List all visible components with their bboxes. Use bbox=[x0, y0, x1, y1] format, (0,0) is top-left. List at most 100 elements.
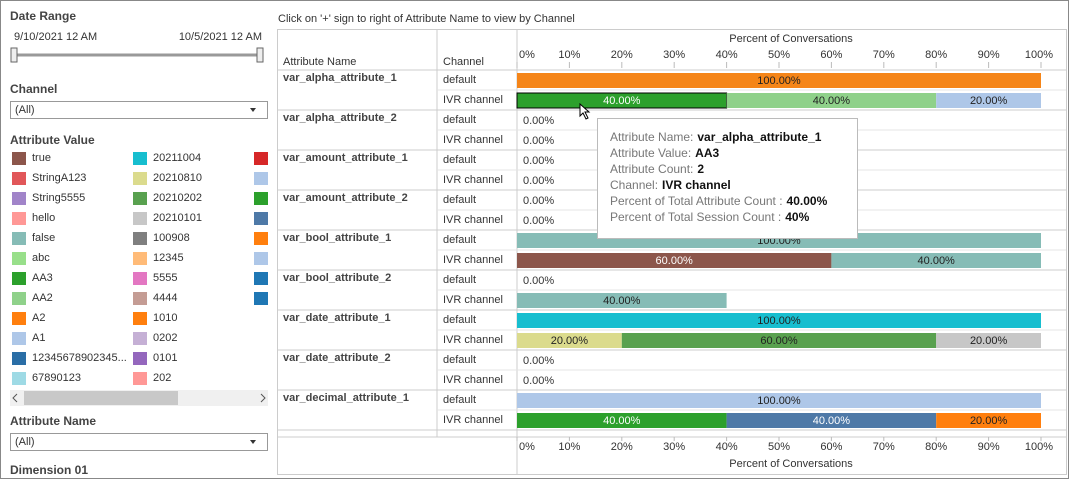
dropdown-arrow bbox=[250, 440, 256, 444]
x-tick-label: 10% bbox=[558, 441, 580, 453]
legend-swatch bbox=[12, 192, 26, 205]
legend-swatch bbox=[12, 252, 26, 265]
date-end: 10/5/2021 12 AM bbox=[179, 31, 262, 43]
dropdown[interactable] bbox=[10, 433, 268, 451]
legend-label: 4444 bbox=[153, 292, 177, 304]
legend-label: false bbox=[32, 232, 55, 244]
x-tick-label: 100% bbox=[1025, 441, 1053, 453]
legend-swatch bbox=[133, 312, 147, 325]
tooltip-line: Percent of Total Attribute Count : 40.00% bbox=[610, 194, 828, 208]
legend-swatch bbox=[254, 232, 268, 245]
axis-title: Percent of Conversations bbox=[729, 458, 853, 470]
bar-label: 40.00% bbox=[603, 295, 641, 307]
legend-label: A1 bbox=[32, 332, 45, 344]
tooltip-label: Percent of Total Session Count : bbox=[610, 210, 781, 224]
legend-label: A2 bbox=[32, 312, 45, 324]
legend-swatch bbox=[133, 172, 147, 185]
bar-label: 40.00% bbox=[603, 95, 641, 107]
channel-name: IVR channel bbox=[443, 334, 503, 346]
x-tick-label: 10% bbox=[558, 49, 580, 61]
tooltip-label: Attribute Value: bbox=[610, 146, 691, 160]
bar-label: 60.00% bbox=[760, 335, 798, 347]
legend-swatch bbox=[254, 292, 268, 305]
legend-label: hello bbox=[32, 212, 55, 224]
attribute-name: var_alpha_attribute_1 bbox=[283, 72, 397, 84]
tooltip-line: Percent of Total Session Count : 40% bbox=[610, 210, 810, 224]
section-title: Attribute Value bbox=[10, 133, 95, 147]
x-tick-label: 80% bbox=[925, 49, 947, 61]
bar-label: 0.00% bbox=[523, 155, 554, 167]
scrollbar-thumb[interactable] bbox=[24, 391, 178, 405]
bar-segment[interactable] bbox=[517, 393, 1041, 408]
bar-segment[interactable] bbox=[936, 413, 1041, 428]
bar-segment[interactable] bbox=[517, 73, 1041, 88]
bar-label: 0.00% bbox=[523, 115, 554, 127]
legend-swatch bbox=[133, 372, 147, 385]
x-tick-label: 20% bbox=[611, 441, 633, 453]
channel-name: IVR channel bbox=[443, 174, 503, 186]
channel-name: IVR channel bbox=[443, 254, 503, 266]
bar-segment[interactable] bbox=[517, 293, 727, 308]
legend-swatch bbox=[133, 212, 147, 225]
channel-name: default bbox=[443, 314, 476, 326]
legend-label: 0202 bbox=[153, 332, 177, 344]
bar-segment[interactable] bbox=[517, 253, 832, 268]
bar-segment[interactable] bbox=[517, 313, 1041, 328]
legend-label: AA2 bbox=[32, 292, 53, 304]
bar-label: 0.00% bbox=[523, 195, 554, 207]
x-tick-label: 30% bbox=[663, 441, 685, 453]
slider-handle[interactable] bbox=[256, 47, 264, 63]
bar-label: 40.00% bbox=[813, 415, 851, 427]
bar-segment[interactable] bbox=[726, 413, 937, 428]
scroll-left[interactable] bbox=[12, 393, 18, 403]
bar-label: 100.00% bbox=[757, 315, 801, 327]
bar-segment[interactable] bbox=[621, 333, 937, 348]
legend-swatch bbox=[133, 332, 147, 345]
legend-label: 5555 bbox=[153, 272, 177, 284]
tooltip-label: Attribute Count: bbox=[610, 162, 693, 176]
bar-segment[interactable] bbox=[517, 333, 622, 348]
bar-label: 20.00% bbox=[551, 335, 589, 347]
bar-segment[interactable] bbox=[936, 93, 1041, 108]
bar-label: 40.00% bbox=[813, 95, 851, 107]
slider-handle[interactable] bbox=[10, 47, 18, 63]
legend-swatch bbox=[12, 232, 26, 245]
x-tick-label: 20% bbox=[611, 49, 633, 61]
legend-label: 202 bbox=[153, 372, 171, 384]
x-tick-label: 60% bbox=[820, 49, 842, 61]
bar-segment[interactable] bbox=[726, 93, 937, 108]
attribute-name: var_bool_attribute_1 bbox=[283, 232, 391, 244]
x-tick-label: 70% bbox=[873, 49, 895, 61]
x-tick-label: 0% bbox=[519, 441, 535, 453]
legend-swatch bbox=[133, 252, 147, 265]
view-border bbox=[277, 29, 1067, 475]
channel-name: IVR channel bbox=[443, 214, 503, 226]
x-tick-label: 90% bbox=[978, 441, 1000, 453]
bar-label: 20.00% bbox=[970, 95, 1008, 107]
channel-name: IVR channel bbox=[443, 414, 503, 426]
attribute-name: var_date_attribute_2 bbox=[283, 352, 391, 364]
legend-label: 12345 bbox=[153, 252, 184, 264]
instruction: Click on '+' sign to right of Attribute … bbox=[278, 13, 575, 25]
tooltip-line: Attribute Name: var_alpha_attribute_1 bbox=[610, 130, 822, 144]
bar-label: 20.00% bbox=[970, 415, 1008, 427]
tooltip-line: Attribute Value: AA3 bbox=[610, 146, 720, 160]
bar-label: 100.00% bbox=[757, 75, 801, 87]
bar-segment[interactable] bbox=[936, 333, 1041, 348]
x-tick-label: 80% bbox=[925, 441, 947, 453]
x-tick-label: 100% bbox=[1025, 49, 1053, 61]
channel-name: default bbox=[443, 194, 476, 206]
bar-segment[interactable] bbox=[831, 253, 1041, 268]
legend-label: String5555 bbox=[32, 192, 85, 204]
attribute-name: var_amount_attribute_1 bbox=[283, 152, 408, 164]
bar-label: 0.00% bbox=[523, 355, 554, 367]
legend-label: 20211004 bbox=[153, 152, 201, 164]
bar-label: 40.00% bbox=[918, 255, 956, 267]
bar-segment[interactable] bbox=[517, 413, 727, 428]
dropdown[interactable] bbox=[10, 101, 268, 119]
legend-swatch bbox=[12, 352, 26, 365]
x-tick-label: 50% bbox=[768, 49, 790, 61]
legend-swatch bbox=[133, 352, 147, 365]
scroll-right[interactable] bbox=[260, 393, 266, 403]
bar-label: 0.00% bbox=[523, 175, 554, 187]
